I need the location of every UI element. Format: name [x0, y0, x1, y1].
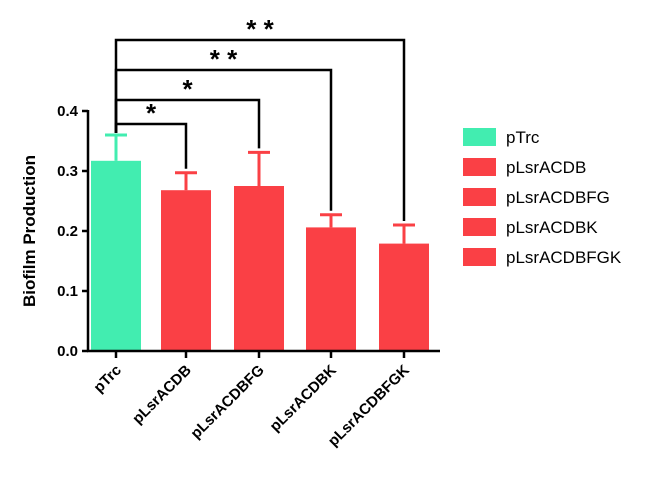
legend: pTrc pLsrACDB pLsrACDBFG pLsrACDBK pLsrACDBF… — [463, 128, 622, 267]
x-tick-label-pLsrACDBK: pLsrACDBK — [267, 362, 340, 435]
bar-pLsrACDBK — [306, 227, 356, 351]
y-tick-label: 0.4 — [57, 103, 79, 120]
error-bars-group — [105, 133, 415, 244]
legend-swatch-pLsrACDBFGK — [463, 248, 496, 266]
significance-bracket-pLsrACDBFGK — [114, 38, 406, 221]
x-tick-label-pLsrACDB: pLsrACDB — [129, 362, 195, 428]
bar-pLsrACDBFG — [234, 186, 284, 351]
bars-group — [91, 160, 429, 351]
bar-pLsrACDB — [161, 190, 211, 351]
legend-swatch-pLsrACDBFG — [463, 188, 496, 206]
significance-brackets-group: * * * * * * — [114, 14, 406, 221]
axes-group: 0.0 0.1 0.2 0.3 0.4 pTrc pLsrACDBpLsrACDBFGpLs… — [20, 103, 440, 450]
legend-label-pTrc: pTrc — [506, 128, 540, 147]
significance-label-pLsrACDB: * — [146, 98, 157, 128]
y-tick-label: 0.2 — [57, 223, 78, 240]
significance-label-pLsrACDBK: * * — [210, 44, 238, 74]
legend-label-pLsrACDBFG: pLsrACDBFG — [506, 188, 610, 207]
legend-swatch-pTrc — [463, 128, 496, 146]
y-tick-label: 0.1 — [57, 283, 78, 300]
legend-label-pLsrACDB: pLsrACDB — [506, 158, 586, 177]
bar-pTrc — [91, 160, 141, 351]
significance-label-pLsrACDBFG: * — [182, 74, 193, 104]
legend-swatch-pLsrACDB — [463, 158, 496, 176]
legend-swatch-pLsrACDBK — [463, 218, 496, 236]
legend-label-pLsrACDBK: pLsrACDBK — [506, 218, 598, 237]
significance-label-pLsrACDBFGK: * * — [246, 14, 274, 44]
significance-bracket-pLsrACDBK — [114, 68, 333, 211]
y-tick-label: 0.3 — [57, 163, 78, 180]
x-tick-label-pTrc: pTrc — [90, 362, 124, 396]
x-tick-label-pLsrACDBFG: pLsrACDBFG — [187, 362, 267, 442]
legend-label-pLsrACDBFGK: pLsrACDBFGK — [506, 248, 622, 267]
y-tick-label: 0.0 — [57, 343, 78, 360]
bar-pLsrACDBFGK — [379, 243, 429, 351]
y-axis-label: Biofilm Production — [20, 155, 39, 307]
